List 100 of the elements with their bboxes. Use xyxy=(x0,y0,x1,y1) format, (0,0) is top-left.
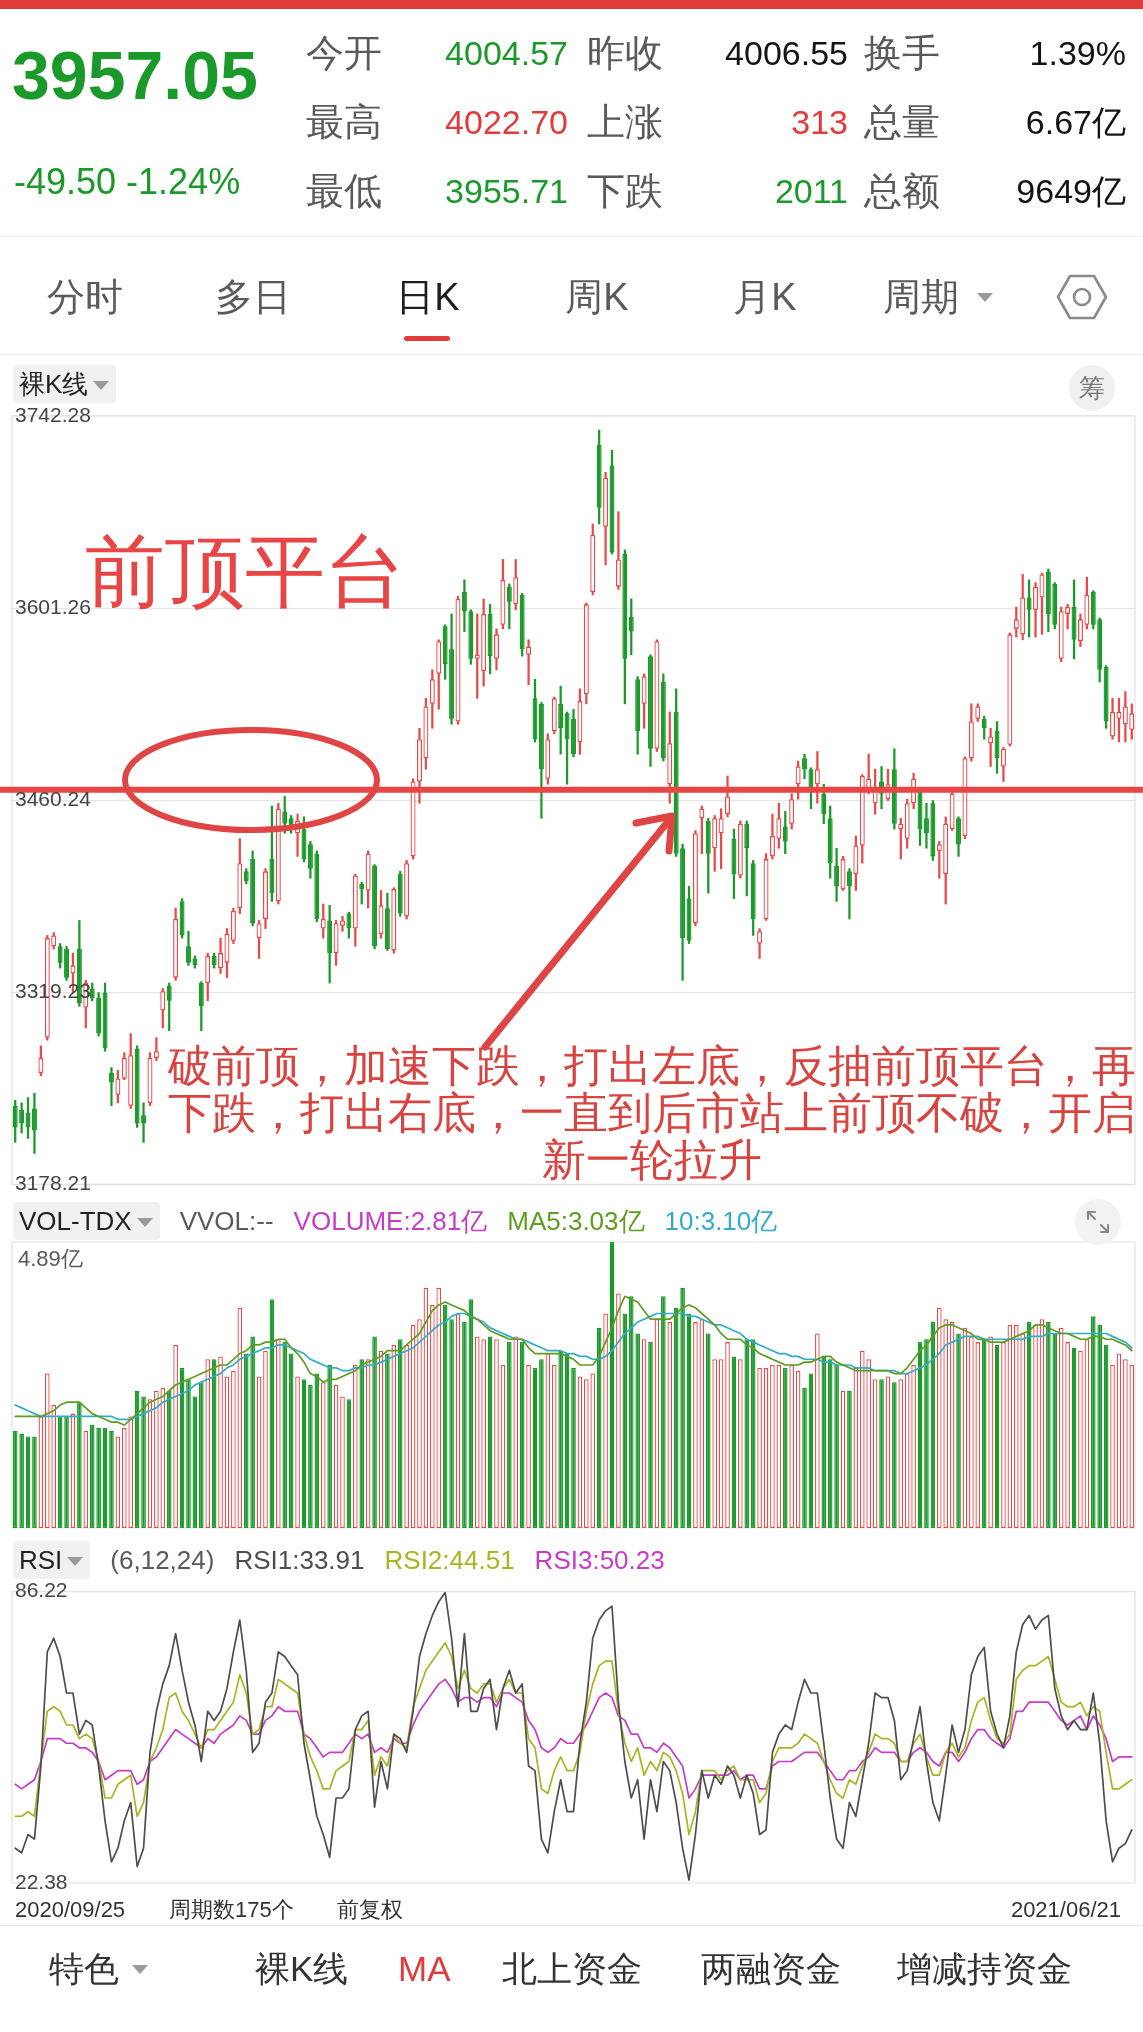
candlestick xyxy=(153,1037,159,1062)
text: -49.50 -1.24% xyxy=(14,160,241,204)
candlestick xyxy=(185,930,191,966)
candlestick xyxy=(230,907,236,944)
text: 上涨 xyxy=(587,100,663,144)
text: 多日 xyxy=(215,275,291,320)
candlestick xyxy=(757,928,763,959)
candlestick xyxy=(352,873,358,947)
candlestick xyxy=(526,639,532,686)
text: 前复权 xyxy=(337,1897,403,1923)
text: 昨收 xyxy=(587,31,663,75)
candlestick xyxy=(988,728,994,767)
text: 日K xyxy=(396,275,460,320)
candlestick xyxy=(692,830,698,927)
candlestick xyxy=(250,850,256,927)
candlestick xyxy=(121,1052,127,1081)
candlestick xyxy=(108,1067,114,1107)
text: 北上资金 xyxy=(502,1948,642,1990)
candlestick xyxy=(1110,698,1116,740)
y-tick-label: 22.38 xyxy=(15,1869,68,1893)
candlestick xyxy=(712,815,718,872)
text: (6,12,24) xyxy=(110,1544,215,1576)
text: 今开 xyxy=(306,31,382,75)
text: 9649亿 xyxy=(1016,171,1126,212)
candlestick xyxy=(737,820,743,879)
candlestick xyxy=(461,579,467,632)
y-tick-label: 3460.24 xyxy=(15,787,92,810)
candlestick xyxy=(1122,691,1128,743)
candlestick xyxy=(1065,604,1071,630)
candlestick xyxy=(571,708,576,758)
candlestick xyxy=(64,945,70,981)
y-tick-label: 86.22 xyxy=(15,1578,68,1602)
candlestick xyxy=(558,685,564,755)
text: 313 xyxy=(791,102,848,143)
candlestick xyxy=(429,669,435,729)
candlestick xyxy=(481,598,487,687)
candlestick xyxy=(943,816,949,905)
text: 两融资金 xyxy=(701,1948,841,1990)
candlestick xyxy=(1077,613,1083,647)
candlestick xyxy=(891,748,897,830)
y-tick-label: 3178.21 xyxy=(15,1171,91,1195)
text: MA xyxy=(398,1948,451,1990)
text: MA5:3.03亿 xyxy=(507,1204,645,1238)
candlestick xyxy=(1020,574,1026,641)
candlestick xyxy=(680,843,686,981)
annotation: 4.89亿 xyxy=(18,1246,83,1272)
text: RSI3:50.23 xyxy=(534,1544,665,1576)
text: 特色 xyxy=(49,1948,119,1990)
text: VOL-TDX xyxy=(13,1202,160,1240)
candlestick xyxy=(615,511,621,590)
text: 周期 xyxy=(883,275,959,320)
text: 3957.05 xyxy=(12,36,258,115)
text: 下跌 xyxy=(587,169,663,213)
text: 10:3.10亿 xyxy=(664,1204,778,1238)
text: 总额 xyxy=(864,169,940,213)
candlestick xyxy=(19,1102,25,1134)
candlestick xyxy=(956,816,962,857)
text: RSI xyxy=(13,1541,91,1579)
candlestick xyxy=(583,602,589,705)
candlestick xyxy=(923,802,929,849)
candlestick xyxy=(769,813,775,860)
candlestick xyxy=(538,702,544,819)
text: 总量 xyxy=(864,100,940,144)
candlestick xyxy=(339,915,345,932)
text: 最低 xyxy=(306,169,382,213)
candlestick xyxy=(936,841,942,879)
text: 3955.71 xyxy=(445,171,568,212)
candlestick xyxy=(802,753,808,780)
candlestick xyxy=(660,673,666,762)
candlestick xyxy=(834,847,840,902)
text: 4006.55 xyxy=(725,33,848,74)
text: RSI2:44.51 xyxy=(384,1544,515,1576)
text: 4004.57 xyxy=(445,33,568,74)
candlestick xyxy=(506,583,512,630)
candlestick xyxy=(635,676,641,755)
text: VOLUME:2.81亿 xyxy=(293,1204,488,1238)
candlestick xyxy=(493,628,499,671)
candlestick xyxy=(96,992,102,1037)
candlestick xyxy=(218,937,224,974)
candlestick xyxy=(372,864,378,950)
text: 4022.70 xyxy=(445,102,568,143)
candlestick xyxy=(1000,747,1006,782)
candlestick xyxy=(1033,582,1039,638)
text: 最高 xyxy=(306,100,382,144)
candlestick xyxy=(449,613,455,725)
series-label: RSI1:33.91 xyxy=(234,1544,365,1576)
candlestick xyxy=(384,892,390,951)
candlestick xyxy=(198,981,204,1032)
text: 2011 xyxy=(774,171,848,212)
candlestick xyxy=(648,654,654,767)
text: VVOL:-- xyxy=(179,1205,274,1237)
text: 分时 xyxy=(47,275,123,320)
candlestick xyxy=(262,868,268,929)
candlestick xyxy=(404,860,410,920)
text: 周K xyxy=(565,275,629,320)
text: 2020/09/25 xyxy=(15,1897,126,1923)
candlestick xyxy=(307,841,313,879)
candlestick xyxy=(31,1093,37,1154)
text: 增减持资金 xyxy=(897,1948,1072,1990)
candlestick xyxy=(275,802,281,905)
